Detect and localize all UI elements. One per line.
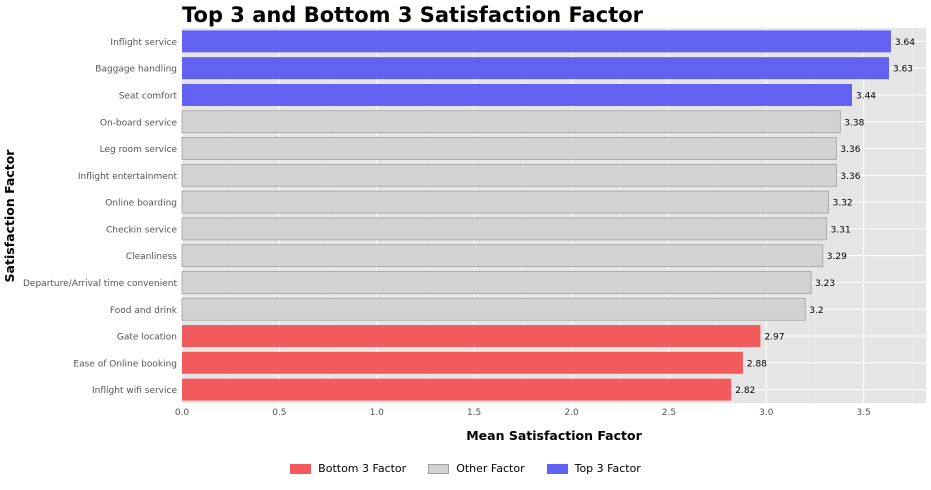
legend-swatch [428,463,450,474]
x-tick-label: 1.5 [467,408,481,418]
legend: Bottom 3 Factor Other Factor Top 3 Factor [0,462,931,475]
bar-value-label: 3.32 [833,199,853,209]
x-axis-label: Mean Satisfaction Factor [466,428,642,443]
y-tick-label: Departure/Arrival time convenient [23,279,177,289]
y-tick-label: Food and drink [110,306,178,316]
value-labels: 3.643.633.443.383.363.363.323.313.293.23… [735,38,915,396]
y-tick-label: Inflight wifi service [92,386,177,396]
legend-swatch [290,463,312,474]
bar-value-label: 2.82 [735,386,755,396]
bar-online-boarding [181,190,830,214]
bar-baggage-handling [182,57,889,80]
x-tick-labels: 0.0 0.5 1.0 1.5 2.0 2.5 3.0 3.5 [175,408,871,418]
legend-item-bottom: Bottom 3 Factor [290,462,406,475]
bar-value-label: 2.97 [764,333,784,343]
bar-value-label: 3.2 [809,306,823,316]
y-tick-label: Gate location [117,333,177,343]
legend-item-other: Other Factor [428,462,525,475]
bar-value-label: 3.36 [840,172,860,182]
bar-value-label: 3.23 [815,279,835,289]
bar-value-label: 3.36 [840,145,860,155]
x-tick-label: 1.0 [370,408,385,418]
bar-on-board-service [181,110,841,134]
bar-leg-room-service [181,137,837,160]
x-tick-label: 3.0 [759,408,774,418]
y-tick-label: Seat comfort [119,91,178,101]
legend-label: Top 3 Factor [574,462,641,475]
bar-food-and-drink [181,297,806,321]
chart-title: Top 3 and Bottom 3 Satisfaction Factor [182,3,644,27]
bar-inflight-entertainment [181,163,837,187]
bar-value-label: 3.44 [856,91,876,101]
y-tick-label: Ease of Online booking [73,359,177,369]
x-tick-label: 2.5 [662,408,676,418]
legend-item-top: Top 3 Factor [546,462,641,475]
bar-value-label: 3.63 [893,65,913,75]
x-tick-label: 0.5 [272,408,286,418]
bar-cleanliness [181,244,824,268]
bar-checkin-service [181,217,828,241]
y-tick-label: Online boarding [105,199,177,209]
y-tick-label: Inflight service [110,38,177,48]
legend-label: Bottom 3 Factor [318,462,407,475]
bar-inflight-wifi-service [182,378,732,401]
x-tick-label: 3.5 [857,408,871,418]
y-tick-label: Inflight entertainment [78,172,178,182]
bar-value-label: 2.88 [747,359,767,369]
y-tick-label: Cleanliness [126,252,177,262]
y-axis-label: Satisfaction Factor [2,149,17,283]
bar-inflight-service [182,30,891,53]
legend-swatch [546,463,568,474]
bar-gate-location [182,325,761,348]
y-tick-label: Baggage handling [95,65,177,75]
bar-value-label: 3.38 [844,118,864,128]
bars [181,30,891,401]
legend-label: Other Factor [456,462,525,475]
bar-departure-arrival-time-convenient [181,271,812,294]
y-tick-label: Checkin service [106,225,177,235]
bar-ease-of-online-booking [182,351,743,374]
x-tick-label: 2.0 [564,408,579,418]
x-tick-label: 0.0 [175,408,190,418]
bar-value-label: 3.31 [831,225,851,235]
bar-value-label: 3.64 [895,38,915,48]
bar-value-label: 3.29 [827,252,847,262]
y-tick-label: On-board service [100,118,178,128]
y-tick-labels: Inflight service Baggage handling Seat com… [23,38,178,396]
bar-seat-comfort [182,83,852,106]
y-tick-label: Leg room service [100,145,178,155]
